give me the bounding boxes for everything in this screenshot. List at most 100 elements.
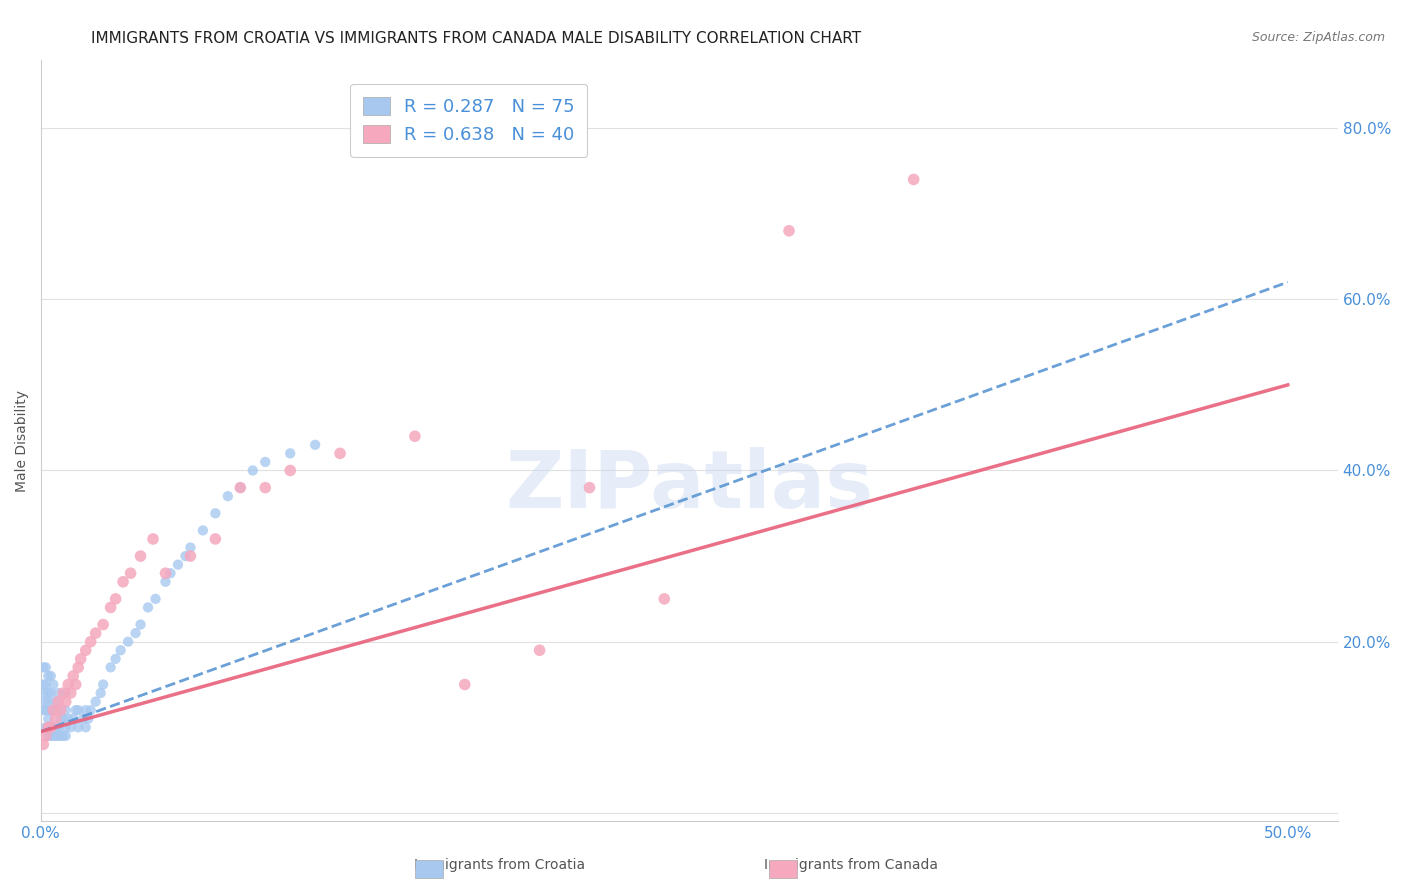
Point [42, 729, 65, 743]
Point [110, 643, 132, 657]
Text: Immigrants from Canada: Immigrants from Canada [763, 858, 938, 872]
Point [142, 532, 165, 546]
Point [454, 677, 477, 691]
Point [55, 729, 77, 743]
Point [120, 566, 142, 581]
Point [35, 703, 58, 717]
Point [42, 720, 65, 734]
Point [37, 729, 59, 743]
Point [35, 695, 58, 709]
Point [42, 703, 65, 717]
Point [75, 643, 97, 657]
Point [75, 720, 97, 734]
Point [62, 712, 84, 726]
Point [32, 686, 55, 700]
Point [90, 686, 112, 700]
Point [79, 703, 101, 717]
Point [129, 549, 152, 563]
Point [136, 600, 159, 615]
Point [278, 463, 301, 477]
Point [191, 524, 214, 538]
Point [329, 446, 352, 460]
Point [77, 712, 100, 726]
Point [84, 695, 107, 709]
Point [46, 720, 69, 734]
Point [112, 574, 135, 589]
Point [242, 463, 264, 477]
Point [45, 695, 67, 709]
Point [75, 703, 97, 717]
Point [104, 652, 127, 666]
Point [32, 660, 55, 674]
Point [67, 660, 90, 674]
Point [179, 541, 201, 555]
Point [778, 224, 800, 238]
Point [167, 558, 190, 572]
Point [37, 720, 59, 734]
Y-axis label: Male Disability: Male Disability [15, 390, 30, 491]
Point [229, 481, 252, 495]
Point [46, 695, 69, 709]
Point [404, 429, 426, 443]
Point [155, 574, 177, 589]
Point [278, 446, 301, 460]
Point [32, 703, 55, 717]
Point [65, 677, 87, 691]
Point [45, 712, 67, 726]
Text: Source: ZipAtlas.com: Source: ZipAtlas.com [1251, 31, 1385, 45]
Point [65, 703, 87, 717]
Point [58, 712, 80, 726]
Point [49, 703, 72, 717]
Point [58, 677, 80, 691]
Point [254, 455, 277, 469]
Point [55, 720, 77, 734]
Point [46, 703, 69, 717]
Point [67, 703, 90, 717]
Point [229, 481, 252, 495]
Point [529, 643, 551, 657]
Legend: R = 0.287   N = 75, R = 0.638   N = 40: R = 0.287 N = 75, R = 0.638 N = 40 [350, 84, 588, 157]
Text: ZIPatlas: ZIPatlas [505, 447, 873, 525]
Point [32, 738, 55, 752]
Point [39, 703, 62, 717]
Point [37, 720, 59, 734]
Point [49, 729, 72, 743]
Point [91, 677, 114, 691]
Point [91, 617, 114, 632]
Point [304, 438, 326, 452]
Point [49, 712, 72, 726]
Point [37, 695, 59, 709]
Point [46, 686, 69, 700]
Point [79, 634, 101, 648]
Point [69, 652, 91, 666]
Point [42, 703, 65, 717]
Point [55, 686, 77, 700]
Point [204, 532, 226, 546]
Point [117, 634, 139, 648]
Text: IMMIGRANTS FROM CROATIA VS IMMIGRANTS FROM CANADA MALE DISABILITY CORRELATION CH: IMMIGRANTS FROM CROATIA VS IMMIGRANTS FR… [91, 31, 862, 46]
Point [52, 729, 75, 743]
Point [578, 481, 600, 495]
Point [39, 686, 62, 700]
Point [55, 703, 77, 717]
Point [159, 566, 181, 581]
Point [652, 591, 675, 606]
Text: Immigrants from Croatia: Immigrants from Croatia [413, 858, 585, 872]
Point [39, 720, 62, 734]
Point [55, 695, 77, 709]
Point [903, 172, 925, 186]
Point [100, 600, 122, 615]
Point [52, 686, 75, 700]
Point [59, 686, 82, 700]
Point [35, 729, 58, 743]
Point [46, 729, 69, 743]
Point [39, 729, 62, 743]
Point [37, 703, 59, 717]
Point [52, 712, 75, 726]
Point [37, 686, 59, 700]
Point [35, 720, 58, 734]
Point [129, 617, 152, 632]
Point [124, 626, 146, 640]
Point [145, 591, 167, 606]
Point [179, 549, 201, 563]
